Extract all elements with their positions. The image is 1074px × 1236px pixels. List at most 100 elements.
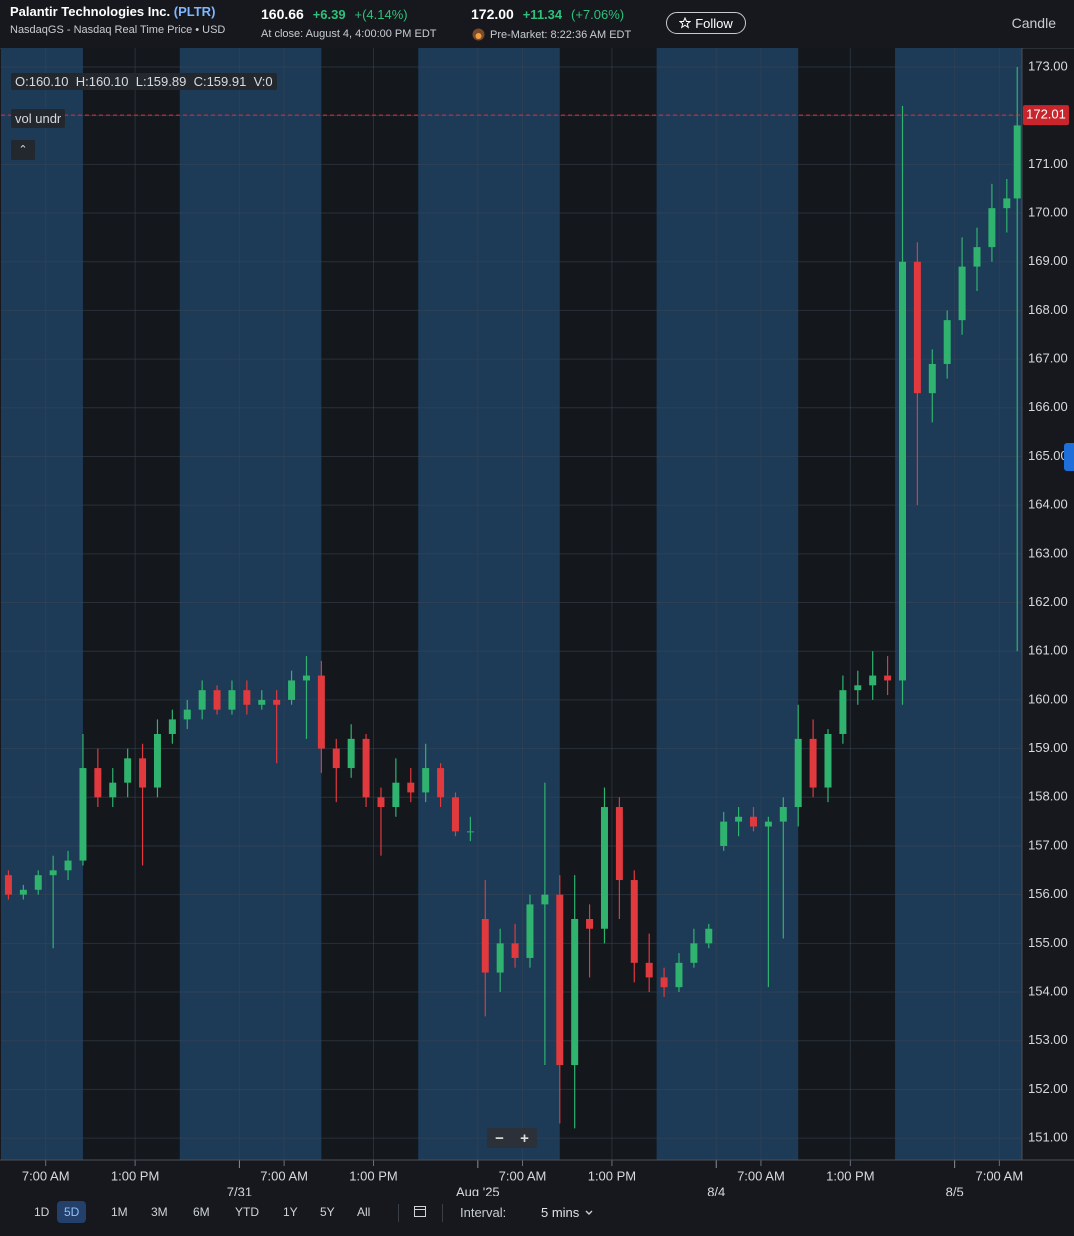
x-tick-label: 7:00 AM [975, 1168, 1023, 1183]
candle-body [347, 738, 355, 769]
y-tick-label: 157.00 [1028, 837, 1068, 852]
candle-body [660, 977, 668, 988]
y-tick-label: 155.00 [1028, 935, 1068, 950]
candle-body [600, 807, 608, 929]
candle-body [526, 904, 534, 958]
candle-body [943, 320, 951, 364]
candle-body [407, 782, 415, 793]
candle-body [94, 768, 102, 798]
candle-body [437, 768, 445, 798]
candle-body [273, 699, 281, 705]
indicator-label[interactable]: vol undr [11, 109, 66, 128]
close-change-pct: +(4.14%) [354, 7, 408, 22]
zoom-out[interactable]: − [495, 1129, 504, 1147]
date-tick-label: 7/31 [227, 1184, 252, 1196]
date-tick-label: 8/4 [707, 1184, 725, 1196]
follow-button[interactable]: Follow [666, 12, 746, 34]
range-button[interactable]: YTD [235, 1205, 259, 1219]
y-tick-label: 168.00 [1028, 302, 1068, 317]
candle-body [571, 919, 579, 1066]
candle-body [109, 782, 117, 798]
close-change: +6.39 [312, 7, 346, 22]
candle-body [988, 208, 996, 248]
y-tick-label: 160.00 [1028, 691, 1068, 706]
candle-body [64, 860, 72, 871]
pre-price: 172.00 [471, 6, 514, 22]
candle-body [451, 797, 459, 832]
chevron [585, 1210, 593, 1215]
x-tick-label: 1:00 PM [826, 1168, 874, 1183]
range-button[interactable]: 1D [34, 1205, 50, 1219]
candle-body [824, 733, 832, 788]
candle-body [511, 943, 519, 958]
candle-body [854, 685, 862, 691]
range-button[interactable]: 1M [111, 1205, 128, 1219]
candle-body [749, 816, 757, 827]
axes: 151.00 152.00 153.00 154.00 155.00 156.00 157.… [0, 48, 1074, 1196]
legend-open: O:160.10 [15, 74, 69, 89]
session-bands [1, 48, 1022, 1160]
candle-body [49, 870, 57, 876]
candle-body [764, 821, 772, 827]
y-tick-label: 162.00 [1028, 594, 1068, 609]
range-button[interactable]: 3M [151, 1205, 168, 1219]
zoom-in[interactable]: + [520, 1129, 529, 1147]
y-tick-label: 173.00 [1028, 58, 1068, 73]
y-tick-label: 163.00 [1028, 545, 1068, 560]
regular-session-band [321, 48, 419, 1160]
candle-body [302, 675, 310, 681]
candle-body [630, 880, 638, 963]
candle-body [913, 261, 921, 394]
ticker: (PLTR) [173, 4, 216, 19]
candle-body [4, 875, 12, 895]
pre-time: Pre-Market: 8:22:36 AM EDT [490, 28, 632, 41]
pre-change-pct: (+7.06%) [571, 7, 625, 22]
range-button[interactable]: 1Y [283, 1205, 298, 1219]
legend-volume: V:0 [253, 74, 273, 89]
candle-body [317, 675, 325, 749]
candles [4, 66, 1021, 1129]
candle-body [213, 690, 221, 710]
candle-body [869, 675, 877, 686]
candle-body [973, 247, 981, 267]
candle-body [288, 680, 296, 700]
range-button[interactable]: All [357, 1205, 371, 1219]
pre-change: +11.34 [522, 7, 563, 22]
range-button[interactable]: 5D [57, 1201, 87, 1223]
ohlc-legend: O:160.10 H:160.10 L:159.89 C:159.91 V:0 [11, 73, 277, 90]
side-panel-tab[interactable] [1064, 443, 1074, 471]
y-tick-label: 154.00 [1028, 983, 1068, 998]
candle-body [928, 363, 936, 394]
calendar-button[interactable] [413, 1204, 427, 1218]
candle-body [362, 738, 370, 798]
y-tick-label: 151.00 [1028, 1130, 1068, 1145]
candle-body [779, 807, 787, 822]
last-price-label: 172.01 [1026, 107, 1066, 122]
company-title: Palantir Technologies Inc. (PLTR) [10, 4, 215, 19]
range-button[interactable]: 6M [193, 1205, 210, 1219]
y-tick-label: 159.00 [1028, 740, 1068, 755]
chart-style[interactable]: Candle [1011, 15, 1056, 31]
range-button[interactable]: 5Y [320, 1205, 335, 1219]
x-tick-label: 1:00 PM [588, 1168, 636, 1183]
candle-body [705, 928, 713, 944]
interval-select[interactable]: 5 mins [541, 1205, 593, 1220]
regular-session-band [82, 48, 180, 1160]
divider [442, 1204, 443, 1222]
candle-body [422, 768, 430, 793]
chart: 151.00 152.00 153.00 154.00 155.00 156.00 157.… [0, 48, 1074, 1196]
y-tick-label: 164.00 [1028, 497, 1068, 512]
y-tick-label: 158.00 [1028, 789, 1068, 804]
candle-body [139, 758, 147, 788]
candle-body [556, 894, 564, 1066]
exchange: NasdaqGS - Nasdaq Real Time Price • USD [10, 24, 226, 36]
candle-body [1003, 198, 1011, 209]
date-tick-label: 8/5 [946, 1184, 964, 1196]
header: Palantir Technologies Inc. (PLTR) Nasdaq… [0, 0, 1074, 49]
candle-body [720, 821, 728, 846]
collapse-button[interactable]: ⌃ [11, 140, 35, 160]
y-tick-label: 165.00 [1028, 448, 1068, 463]
legend-high: H:160.10 [75, 74, 129, 89]
candle-body [228, 690, 236, 710]
